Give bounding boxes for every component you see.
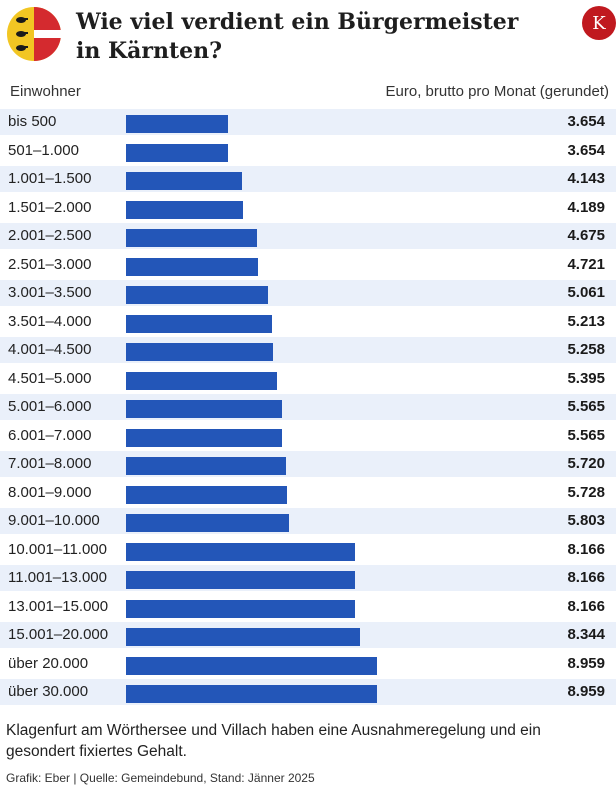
value-label: 5.803 bbox=[567, 512, 605, 529]
chart-row: 3.501–4.000 5.213 bbox=[0, 308, 616, 335]
value-label: 8.959 bbox=[567, 654, 605, 672]
value-label: 5.061 bbox=[567, 284, 605, 301]
bar bbox=[126, 428, 283, 447]
category-label: 15.001–20.000 bbox=[8, 626, 109, 643]
category-label: über 20.000 bbox=[8, 654, 89, 672]
bar bbox=[126, 200, 244, 219]
bar bbox=[126, 172, 243, 190]
chart-row: 6.001–7.000 5.565 bbox=[0, 422, 616, 449]
bar bbox=[126, 457, 287, 475]
chart-row: 3.001–3.500 5.061 bbox=[0, 280, 616, 306]
category-label: 501–1.000 bbox=[8, 141, 79, 159]
column-header-salary: Euro, brutto pro Monat (gerundet) bbox=[385, 83, 609, 100]
bar bbox=[126, 485, 287, 504]
value-label: 5.258 bbox=[567, 341, 605, 358]
bar bbox=[126, 685, 378, 703]
title-line-1: Wie viel verdient ein Bürgermeister bbox=[76, 9, 519, 35]
category-label: 9.001–10.000 bbox=[8, 512, 100, 529]
chart-row: 13.001–15.000 8.166 bbox=[0, 593, 616, 620]
bar bbox=[126, 514, 289, 532]
category-label: 1.501–2.000 bbox=[8, 198, 92, 216]
value-label: 5.720 bbox=[567, 455, 605, 472]
value-label: 3.654 bbox=[567, 141, 605, 159]
carinthia-coat-of-arms-icon bbox=[7, 7, 61, 61]
value-label: 8.959 bbox=[567, 683, 605, 700]
bar bbox=[126, 229, 258, 247]
category-label: bis 500 bbox=[8, 113, 57, 130]
chart-row: 4.501–5.000 5.395 bbox=[0, 365, 616, 392]
category-label: 4.501–5.000 bbox=[8, 369, 92, 387]
chart-row: 11.001–13.000 8.166 bbox=[0, 565, 616, 591]
chart-row: über 20.000 8.959 bbox=[0, 650, 616, 677]
source-credit: Grafik: Eber | Quelle: Gemeindebund, Sta… bbox=[6, 771, 315, 785]
value-label: 8.344 bbox=[567, 626, 605, 643]
chart-row: 2.501–3.000 4.721 bbox=[0, 251, 616, 278]
chart-title: Wie viel verdient ein Bürgermeister in K… bbox=[76, 8, 536, 66]
column-header-population: Einwohner bbox=[10, 83, 81, 100]
value-label: 4.675 bbox=[567, 227, 605, 244]
value-label: 5.213 bbox=[567, 312, 605, 330]
category-label: 2.001–2.500 bbox=[8, 227, 92, 244]
category-label: über 30.000 bbox=[8, 683, 89, 700]
bar bbox=[126, 599, 355, 618]
bar bbox=[126, 628, 360, 646]
category-label: 4.001–4.500 bbox=[8, 341, 92, 358]
value-label: 3.654 bbox=[567, 113, 605, 130]
bar bbox=[126, 286, 268, 304]
category-label: 3.501–4.000 bbox=[8, 312, 92, 330]
value-label: 4.189 bbox=[567, 198, 605, 216]
value-label: 5.565 bbox=[567, 426, 605, 444]
logo-letter: K bbox=[592, 12, 606, 34]
value-label: 4.143 bbox=[567, 170, 605, 187]
chart-row: über 30.000 8.959 bbox=[0, 679, 616, 705]
value-label: 4.721 bbox=[567, 255, 605, 273]
title-line-2: in Kärnten? bbox=[76, 38, 223, 64]
category-label: 5.001–6.000 bbox=[8, 398, 92, 415]
chart-row: 501–1.000 3.654 bbox=[0, 137, 616, 164]
value-label: 8.166 bbox=[567, 540, 605, 558]
bar bbox=[126, 571, 355, 589]
chart-row: 5.001–6.000 5.565 bbox=[0, 394, 616, 420]
footnote: Klagenfurt am Wörthersee und Villach hab… bbox=[6, 722, 541, 760]
chart-row: bis 500 3.654 bbox=[0, 109, 616, 135]
bar bbox=[126, 143, 229, 162]
bar bbox=[126, 371, 278, 390]
publisher-logo: K bbox=[582, 6, 616, 40]
bar bbox=[126, 400, 283, 418]
category-label: 10.001–11.000 bbox=[8, 540, 107, 558]
chart-row: 1.001–1.500 4.143 bbox=[0, 166, 616, 192]
chart-row: 1.501–2.000 4.189 bbox=[0, 194, 616, 221]
category-label: 13.001–15.000 bbox=[8, 597, 109, 615]
chart-row: 10.001–11.000 8.166 bbox=[0, 536, 616, 563]
chart-row: 9.001–10.000 5.803 bbox=[0, 508, 616, 534]
category-label: 1.001–1.500 bbox=[8, 170, 92, 187]
bar bbox=[126, 343, 274, 361]
header: Wie viel verdient ein Bürgermeister in K… bbox=[0, 0, 616, 72]
value-label: 5.395 bbox=[567, 369, 605, 387]
chart-row: 7.001–8.000 5.720 bbox=[0, 451, 616, 477]
category-label: 7.001–8.000 bbox=[8, 455, 92, 472]
value-label: 5.728 bbox=[567, 483, 605, 501]
value-label: 8.166 bbox=[567, 597, 605, 615]
chart-row: 2.001–2.500 4.675 bbox=[0, 223, 616, 249]
bar bbox=[126, 257, 259, 276]
bar bbox=[126, 115, 229, 133]
category-label: 11.001–13.000 bbox=[8, 569, 107, 586]
category-label: 6.001–7.000 bbox=[8, 426, 92, 444]
bar bbox=[126, 314, 273, 333]
value-label: 8.166 bbox=[567, 569, 605, 586]
chart-row: 4.001–4.500 5.258 bbox=[0, 337, 616, 363]
chart-row: 8.001–9.000 5.728 bbox=[0, 479, 616, 506]
bar bbox=[126, 656, 378, 675]
bar bbox=[126, 542, 355, 561]
category-label: 8.001–9.000 bbox=[8, 483, 92, 501]
category-label: 3.001–3.500 bbox=[8, 284, 92, 301]
category-label: 2.501–3.000 bbox=[8, 255, 92, 273]
value-label: 5.565 bbox=[567, 398, 605, 415]
chart-row: 15.001–20.000 8.344 bbox=[0, 622, 616, 648]
